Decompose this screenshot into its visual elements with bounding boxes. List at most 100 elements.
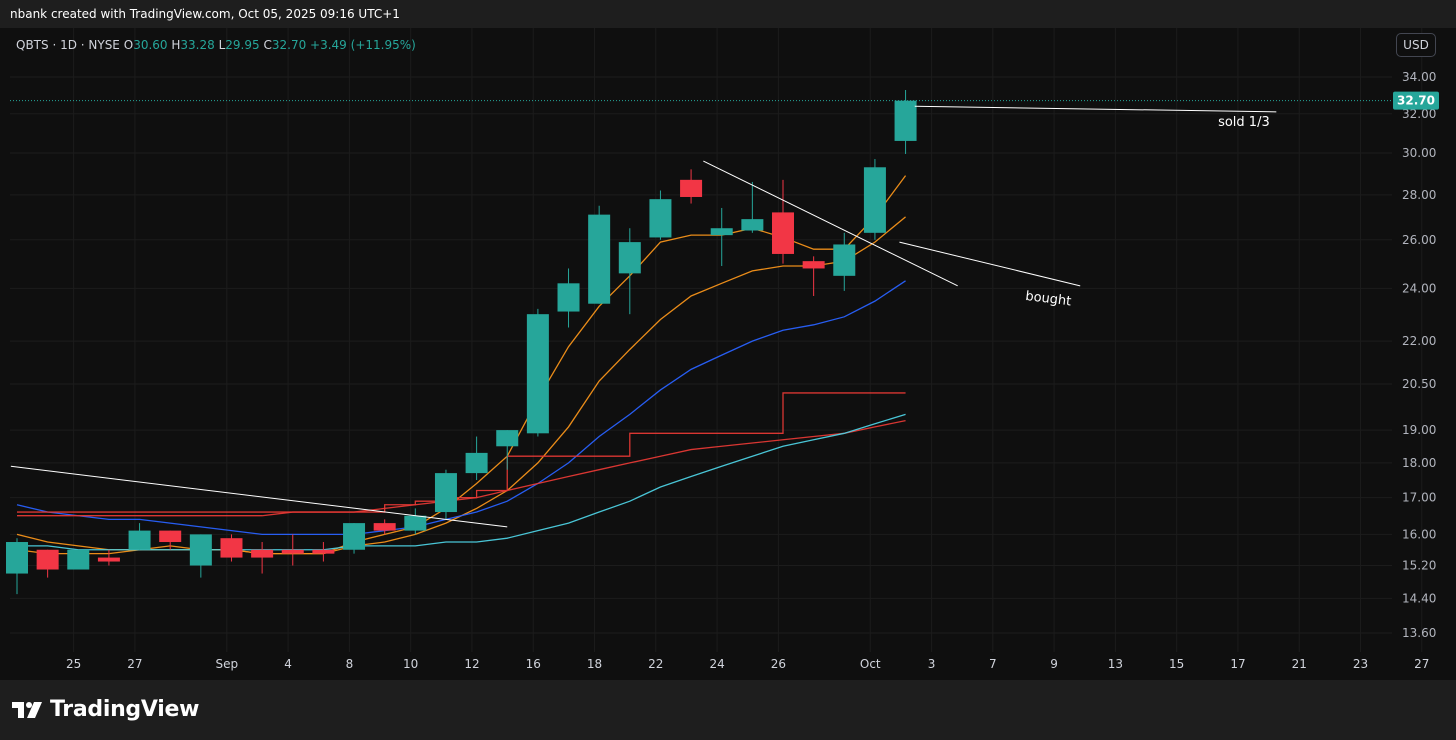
candle-body <box>802 261 825 269</box>
y-tick-label: 18.00 <box>1402 456 1436 470</box>
moving-average-line <box>16 216 906 555</box>
chart-credit: nbank created with TradingView.com, Oct … <box>10 7 400 21</box>
candle-body <box>894 100 917 141</box>
candle-body <box>281 549 304 554</box>
candle-body <box>863 167 886 233</box>
trendline <box>914 105 1277 113</box>
candle-body <box>189 534 212 566</box>
x-tick-label: 13 <box>1108 657 1123 671</box>
candle-body <box>251 549 274 558</box>
moving-average-line <box>16 280 906 536</box>
y-tick-label: 19.00 <box>1402 423 1436 437</box>
y-tick-label: 28.00 <box>1402 188 1436 202</box>
candle-body <box>97 557 120 562</box>
x-tick-label: Oct <box>860 657 881 671</box>
tradingview-logo[interactable]: TradingView <box>12 697 199 722</box>
candle-body <box>833 244 856 276</box>
x-tick-label: 27 <box>1414 657 1429 671</box>
x-tick-label: 24 <box>709 657 724 671</box>
candle-body <box>557 283 580 312</box>
chart-area[interactable]: 34.00 32.00 30.00 28.00 26.00 24.00 22.00 20.50… <box>0 28 1456 680</box>
candle-body <box>618 242 641 274</box>
close-label: C <box>263 38 272 52</box>
symbol-info[interactable]: QBTS · 1D · NYSE <box>16 38 120 52</box>
tradingview-logo-text: TradingView <box>50 697 200 722</box>
y-tick-label: 34.00 <box>1402 70 1436 84</box>
candle-body <box>128 530 151 550</box>
y-tick-label: 26.00 <box>1402 233 1436 247</box>
high-value: 33.28 <box>180 38 215 52</box>
y-tick-label: 16.00 <box>1402 527 1436 541</box>
x-tick-label: 18 <box>587 657 602 671</box>
close-value: 32.70 <box>271 38 307 52</box>
y-tick-label: 17.00 <box>1402 491 1436 505</box>
top-bar: nbank created with TradingView.com, Oct … <box>0 0 1456 28</box>
x-tick-label: 22 <box>648 657 663 671</box>
candle-body <box>6 542 28 574</box>
y-tick-label: 14.40 <box>1402 591 1436 605</box>
y-tick-label: 13.60 <box>1402 626 1436 640</box>
candle-body <box>465 452 488 474</box>
price-tag <box>1393 91 1439 110</box>
x-tick-label: 17 <box>1230 657 1245 671</box>
price-label: 32.70 <box>10 91 1439 110</box>
x-tick-label: 8 <box>346 657 354 671</box>
trendline <box>10 465 508 528</box>
y-tick-label: 30.00 <box>1402 146 1436 160</box>
candlesticks <box>6 89 917 595</box>
y-tick-label: 22.00 <box>1402 334 1436 348</box>
x-tick-label: 15 <box>1169 657 1184 671</box>
x-tick-label: 3 <box>928 657 936 671</box>
candle-body <box>67 549 90 570</box>
candle-body <box>343 523 366 550</box>
open-label: O <box>123 38 134 52</box>
low-value: 29.95 <box>225 38 260 52</box>
change-value: +3.49 (+11.95%) <box>310 38 416 52</box>
candle-body <box>434 473 457 513</box>
moving-average-line <box>17 413 906 551</box>
ohlc-legend: QBTS · 1D · NYSE O30.60 H33.28 L29.95 C3… <box>16 38 416 52</box>
y-tick-label: 20.50 <box>1402 377 1436 391</box>
annotation-bought: bought <box>1025 289 1073 309</box>
x-tick-label: 7 <box>989 657 997 671</box>
candle-body <box>710 228 733 236</box>
candle-body <box>404 515 427 531</box>
price-tag-text: 32.70 <box>1397 94 1435 108</box>
x-tick-label: Sep <box>216 657 239 671</box>
x-tick-label: 9 <box>1050 657 1058 671</box>
trendlines <box>10 105 1277 528</box>
low-label: L <box>218 38 226 52</box>
price-chart[interactable]: 34.00 32.00 30.00 28.00 26.00 24.00 22.00 20.50… <box>0 28 1456 680</box>
annotation-sold: sold 1/3 <box>1218 115 1270 130</box>
tradingview-logo-icon <box>12 701 42 718</box>
candle-body <box>36 549 59 570</box>
currency-button[interactable]: USD <box>1396 33 1436 57</box>
candle-body <box>312 549 335 554</box>
x-tick-label: 16 <box>526 657 541 671</box>
candle-body <box>772 212 794 254</box>
x-tick-label: 12 <box>464 657 479 671</box>
y-tick-label: 15.20 <box>1402 559 1436 573</box>
candle-body <box>373 523 396 531</box>
candle-body <box>526 314 549 434</box>
trendline <box>899 241 1081 287</box>
moving-average-line <box>17 419 906 517</box>
bottom-bar <box>0 680 1456 740</box>
candle-body <box>649 199 672 238</box>
candle-body <box>588 214 611 304</box>
x-tick-label: 26 <box>771 657 786 671</box>
candle-body <box>741 219 764 231</box>
moving-average-line <box>17 392 906 513</box>
x-axis: 25 27 Sep 4 8 10 12 16 18 22 24 26 Oct 3 7 9 13 15 17 21 23 2… <box>66 657 1429 671</box>
high-label: H <box>171 38 181 52</box>
candle-body <box>159 530 182 543</box>
y-tick-label: 32.00 <box>1402 107 1436 121</box>
x-tick-label: 25 <box>66 657 81 671</box>
x-tick-label: 23 <box>1353 657 1368 671</box>
open-value: 30.60 <box>133 38 168 52</box>
x-tick-label: 4 <box>284 657 292 671</box>
candle-body <box>496 430 519 447</box>
annotations: sold 1/3 bought <box>1025 115 1270 309</box>
y-tick-label: 24.00 <box>1402 281 1436 295</box>
x-tick-label: 10 <box>403 657 418 671</box>
